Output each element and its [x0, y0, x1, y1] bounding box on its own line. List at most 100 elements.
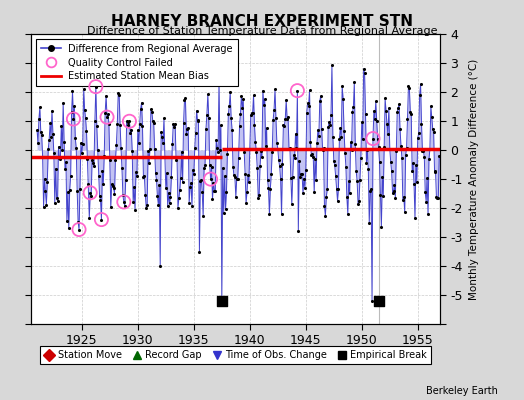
Point: [210, 187, 219, 194]
Point: [165, 190, 173, 196]
Point: [117, 145, 125, 152]
Point: [82, 128, 91, 135]
Point: [351, 140, 359, 147]
Point: [92, 84, 100, 90]
Point: [48, 108, 56, 114]
Point: [374, 144, 383, 150]
Point: [220, 210, 228, 216]
Legend: Station Move, Record Gap, Time of Obs. Change, Empirical Break: Station Move, Record Gap, Time of Obs. C…: [40, 346, 431, 364]
Point: [316, 93, 325, 99]
Point: [159, 140, 167, 146]
Point: [392, 148, 400, 154]
Point: [192, 108, 201, 114]
Point: [214, 149, 222, 156]
Point: [72, 145, 80, 151]
Point: [385, 105, 393, 111]
Y-axis label: Monthly Temperature Anomaly Difference (°C): Monthly Temperature Anomaly Difference (…: [468, 58, 478, 300]
Point: [123, 118, 131, 124]
Point: [337, 134, 345, 140]
Point: [103, 114, 111, 120]
Point: [110, 185, 118, 192]
Point: [364, 166, 373, 172]
Point: [393, 109, 401, 115]
Point: [306, 139, 314, 145]
Point: [105, 120, 113, 127]
Point: [319, 146, 327, 153]
Point: [202, 126, 210, 132]
Point: [284, 114, 292, 120]
Point: [64, 225, 73, 231]
Point: [330, 158, 338, 164]
Point: [150, 146, 159, 153]
Point: [302, 110, 311, 116]
Point: [148, 108, 156, 115]
Point: [112, 142, 121, 148]
Point: [256, 162, 264, 169]
Point: [199, 213, 208, 219]
Point: [81, 115, 90, 121]
Point: [267, 171, 276, 177]
Point: [266, 186, 275, 192]
Point: [66, 186, 74, 193]
Point: [362, 160, 370, 166]
Point: [132, 169, 140, 175]
Point: [412, 178, 421, 185]
Point: [181, 95, 190, 101]
Point: [53, 198, 62, 204]
Point: [166, 200, 174, 206]
Point: [139, 174, 148, 180]
Point: [83, 156, 92, 162]
Point: [420, 154, 429, 160]
Point: [334, 186, 343, 192]
Point: [325, 119, 333, 125]
Point: [113, 121, 122, 128]
Point: [138, 123, 147, 130]
Point: [212, 137, 221, 143]
Point: [331, 162, 339, 169]
Point: [118, 165, 126, 172]
Point: [238, 105, 246, 111]
Point: [245, 179, 253, 185]
Point: [37, 129, 45, 135]
Point: [247, 110, 256, 116]
Point: [141, 191, 149, 198]
Point: [271, 86, 279, 93]
Point: [301, 185, 309, 191]
Point: [93, 146, 102, 153]
Point: [355, 198, 363, 205]
Point: [293, 88, 302, 94]
Point: [185, 200, 193, 206]
Point: [368, 298, 376, 304]
Point: [332, 185, 341, 192]
Point: [125, 118, 134, 124]
Point: [250, 122, 259, 128]
Point: [390, 182, 399, 189]
Point: [363, 147, 372, 153]
Point: [430, 129, 438, 136]
Point: [94, 173, 103, 180]
Point: [372, 98, 380, 104]
Point: [47, 134, 55, 140]
Point: [249, 92, 258, 98]
Point: [239, 96, 247, 102]
Point: [57, 123, 66, 129]
Point: [226, 89, 234, 95]
Point: [353, 178, 362, 184]
Point: [388, 190, 397, 196]
Point: [314, 126, 322, 133]
Point: [275, 157, 283, 164]
Point: [217, 122, 225, 128]
Point: [400, 194, 408, 200]
Point: [315, 98, 324, 104]
Point: [328, 62, 336, 68]
Point: [411, 215, 419, 221]
Point: [51, 200, 59, 206]
Point: [431, 167, 440, 174]
Point: [314, 133, 323, 140]
Point: [274, 146, 282, 152]
Point: [433, 195, 442, 201]
Point: [176, 186, 184, 193]
Point: [42, 202, 50, 208]
Point: [137, 100, 146, 106]
Point: [294, 228, 302, 234]
